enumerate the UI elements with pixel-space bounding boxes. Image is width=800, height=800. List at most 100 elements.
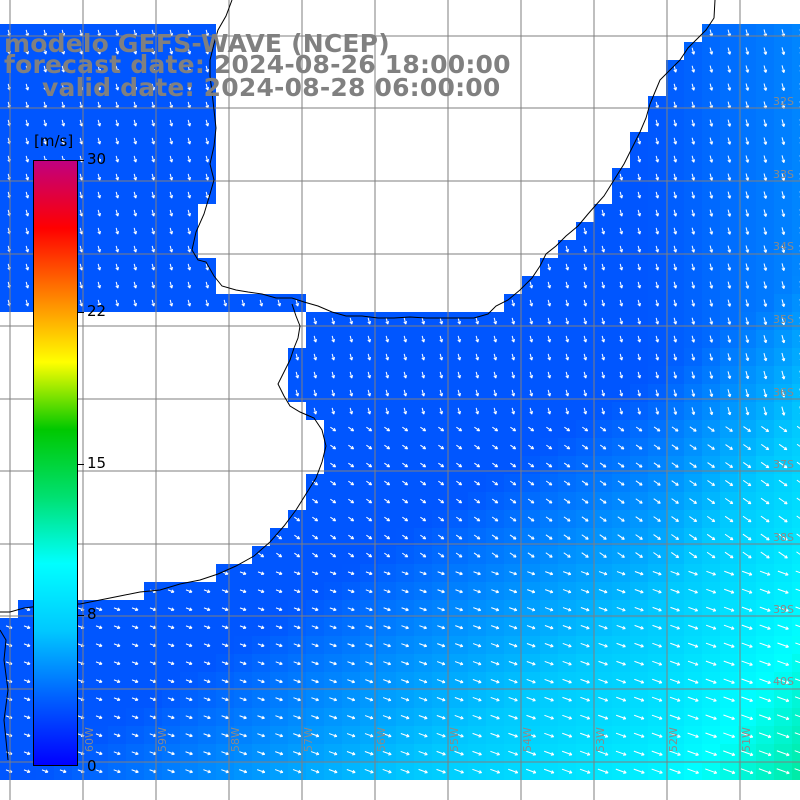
wind-arrow [151, 227, 156, 235]
wind-arrow [23, 697, 31, 702]
wind-arrow [763, 155, 768, 163]
wind-arrow [311, 733, 320, 738]
wind-arrow [637, 407, 642, 415]
wind-arrow [547, 281, 552, 289]
wind-arrow [781, 209, 786, 217]
wind-arrow [475, 353, 480, 361]
wind-arrow [619, 227, 624, 235]
speed-cell [792, 654, 800, 672]
wind-arrow [205, 173, 210, 181]
wind-arrow [745, 371, 750, 380]
speed-cell [792, 222, 800, 240]
wind-arrow [185, 715, 193, 720]
wind-arrow [705, 678, 717, 684]
wind-arrow [617, 462, 625, 468]
wind-arrow [526, 714, 536, 720]
wind-arrow [401, 589, 409, 594]
wind-arrow [655, 209, 660, 217]
wind-arrow [455, 571, 463, 576]
wind-arrow [508, 696, 518, 702]
wind-arrow [723, 732, 736, 739]
wind-arrow [455, 534, 463, 540]
wind-arrow [439, 353, 444, 361]
wind-arrow [619, 317, 624, 325]
wind-arrow [777, 624, 789, 630]
wind-arrow [79, 119, 84, 127]
wind-arrow [367, 371, 372, 379]
wind-arrow [311, 715, 320, 720]
wind-arrow [382, 733, 392, 738]
wind-arrow [292, 751, 302, 756]
wind-arrow [705, 624, 717, 630]
model-title: modelo GEFS-WAVE (NCEP) [4, 29, 390, 58]
wind-arrow [312, 552, 319, 558]
wind-arrow [781, 65, 786, 73]
wind-arrow [795, 570, 800, 574]
wind-arrow [742, 497, 752, 505]
wind-arrow [203, 679, 211, 684]
speed-cell [792, 600, 800, 618]
wind-arrow [599, 534, 607, 540]
wind-arrow [131, 679, 139, 684]
wind-arrow [115, 155, 120, 163]
wind-arrow [203, 643, 211, 648]
speed-cell [792, 168, 800, 186]
wind-arrow [292, 769, 302, 774]
lon-label: 57W [302, 727, 315, 752]
wind-arrow [705, 750, 717, 756]
wind-arrow [313, 407, 318, 415]
lat-label: 33S [773, 168, 794, 181]
wind-arrow [97, 173, 102, 181]
wind-arrow [384, 444, 391, 450]
wind-arrow [651, 714, 663, 720]
wind-arrow [777, 606, 789, 612]
wind-arrow [205, 281, 210, 289]
wind-arrow [221, 625, 229, 630]
wind-arrow [151, 245, 156, 253]
wind-arrow [79, 209, 84, 217]
wind-arrow [601, 299, 606, 307]
wind-arrow [401, 625, 409, 630]
wind-arrow [312, 534, 319, 540]
speed-cell [792, 276, 800, 294]
wind-arrow [709, 281, 714, 289]
wind-arrow [438, 426, 445, 432]
speed-cell [792, 294, 800, 312]
wind-arrow [709, 65, 714, 73]
wind-arrow [633, 750, 645, 756]
wind-arrow [113, 625, 121, 630]
wind-arrow [472, 643, 482, 648]
colorbar-tick-mark [78, 464, 84, 465]
wind-arrow [151, 263, 156, 271]
speed-cell [792, 528, 800, 546]
wind-arrow [169, 155, 174, 163]
wind-arrow [581, 444, 589, 450]
wind-arrow [439, 335, 444, 343]
wind-arrow [293, 643, 301, 648]
wind-arrow [454, 661, 464, 666]
wind-arrow [544, 732, 555, 738]
wind-arrow [330, 444, 337, 450]
wind-arrow [508, 625, 518, 630]
wind-arrow [673, 227, 678, 235]
wind-arrow [472, 661, 482, 666]
wind-arrow [293, 715, 302, 720]
wind-arrow [436, 750, 446, 756]
wind-arrow [529, 281, 534, 289]
wind-arrow [97, 119, 102, 127]
wind-arrow [313, 335, 318, 343]
wind-arrow [759, 588, 771, 594]
wind-arrow [511, 353, 516, 361]
wind-arrow [781, 370, 786, 380]
wind-arrow [95, 733, 103, 738]
lon-label: 54W [521, 727, 534, 752]
lon-label: 56W [375, 727, 388, 752]
wind-arrow [257, 661, 265, 666]
wind-arrow [490, 661, 500, 666]
wind-arrow [257, 769, 266, 774]
wind-arrow [796, 425, 800, 429]
wind-arrow [527, 589, 536, 594]
wind-arrow [562, 607, 572, 612]
wind-arrow [723, 696, 735, 702]
wind-arrow [365, 571, 373, 576]
